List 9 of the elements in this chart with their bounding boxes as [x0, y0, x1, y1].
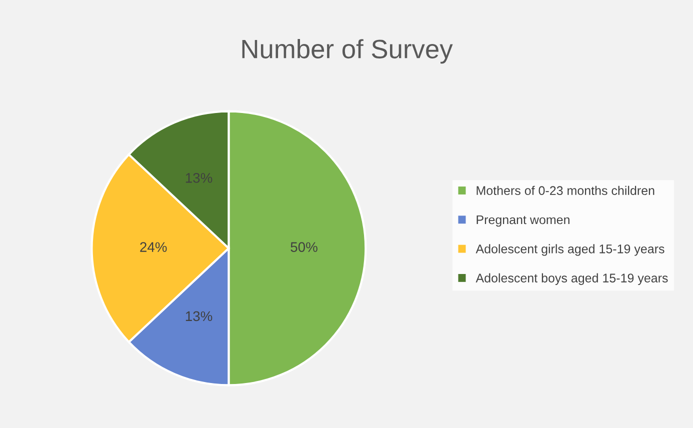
data-label: 50%	[290, 242, 318, 252]
legend-label: Mothers of 0-23 months children	[476, 186, 654, 196]
legend-label: Adolescent girls aged 15-19 years	[476, 244, 664, 256]
legend-label: Adolescent boys aged 15-19 years	[476, 273, 668, 285]
chart-title: Number of Survey	[242, 39, 453, 64]
legend-label: Pregnant women	[476, 215, 570, 227]
data-label: 13%	[186, 173, 212, 183]
data-label: 13%	[186, 311, 212, 322]
data-label: 24%	[140, 242, 167, 252]
